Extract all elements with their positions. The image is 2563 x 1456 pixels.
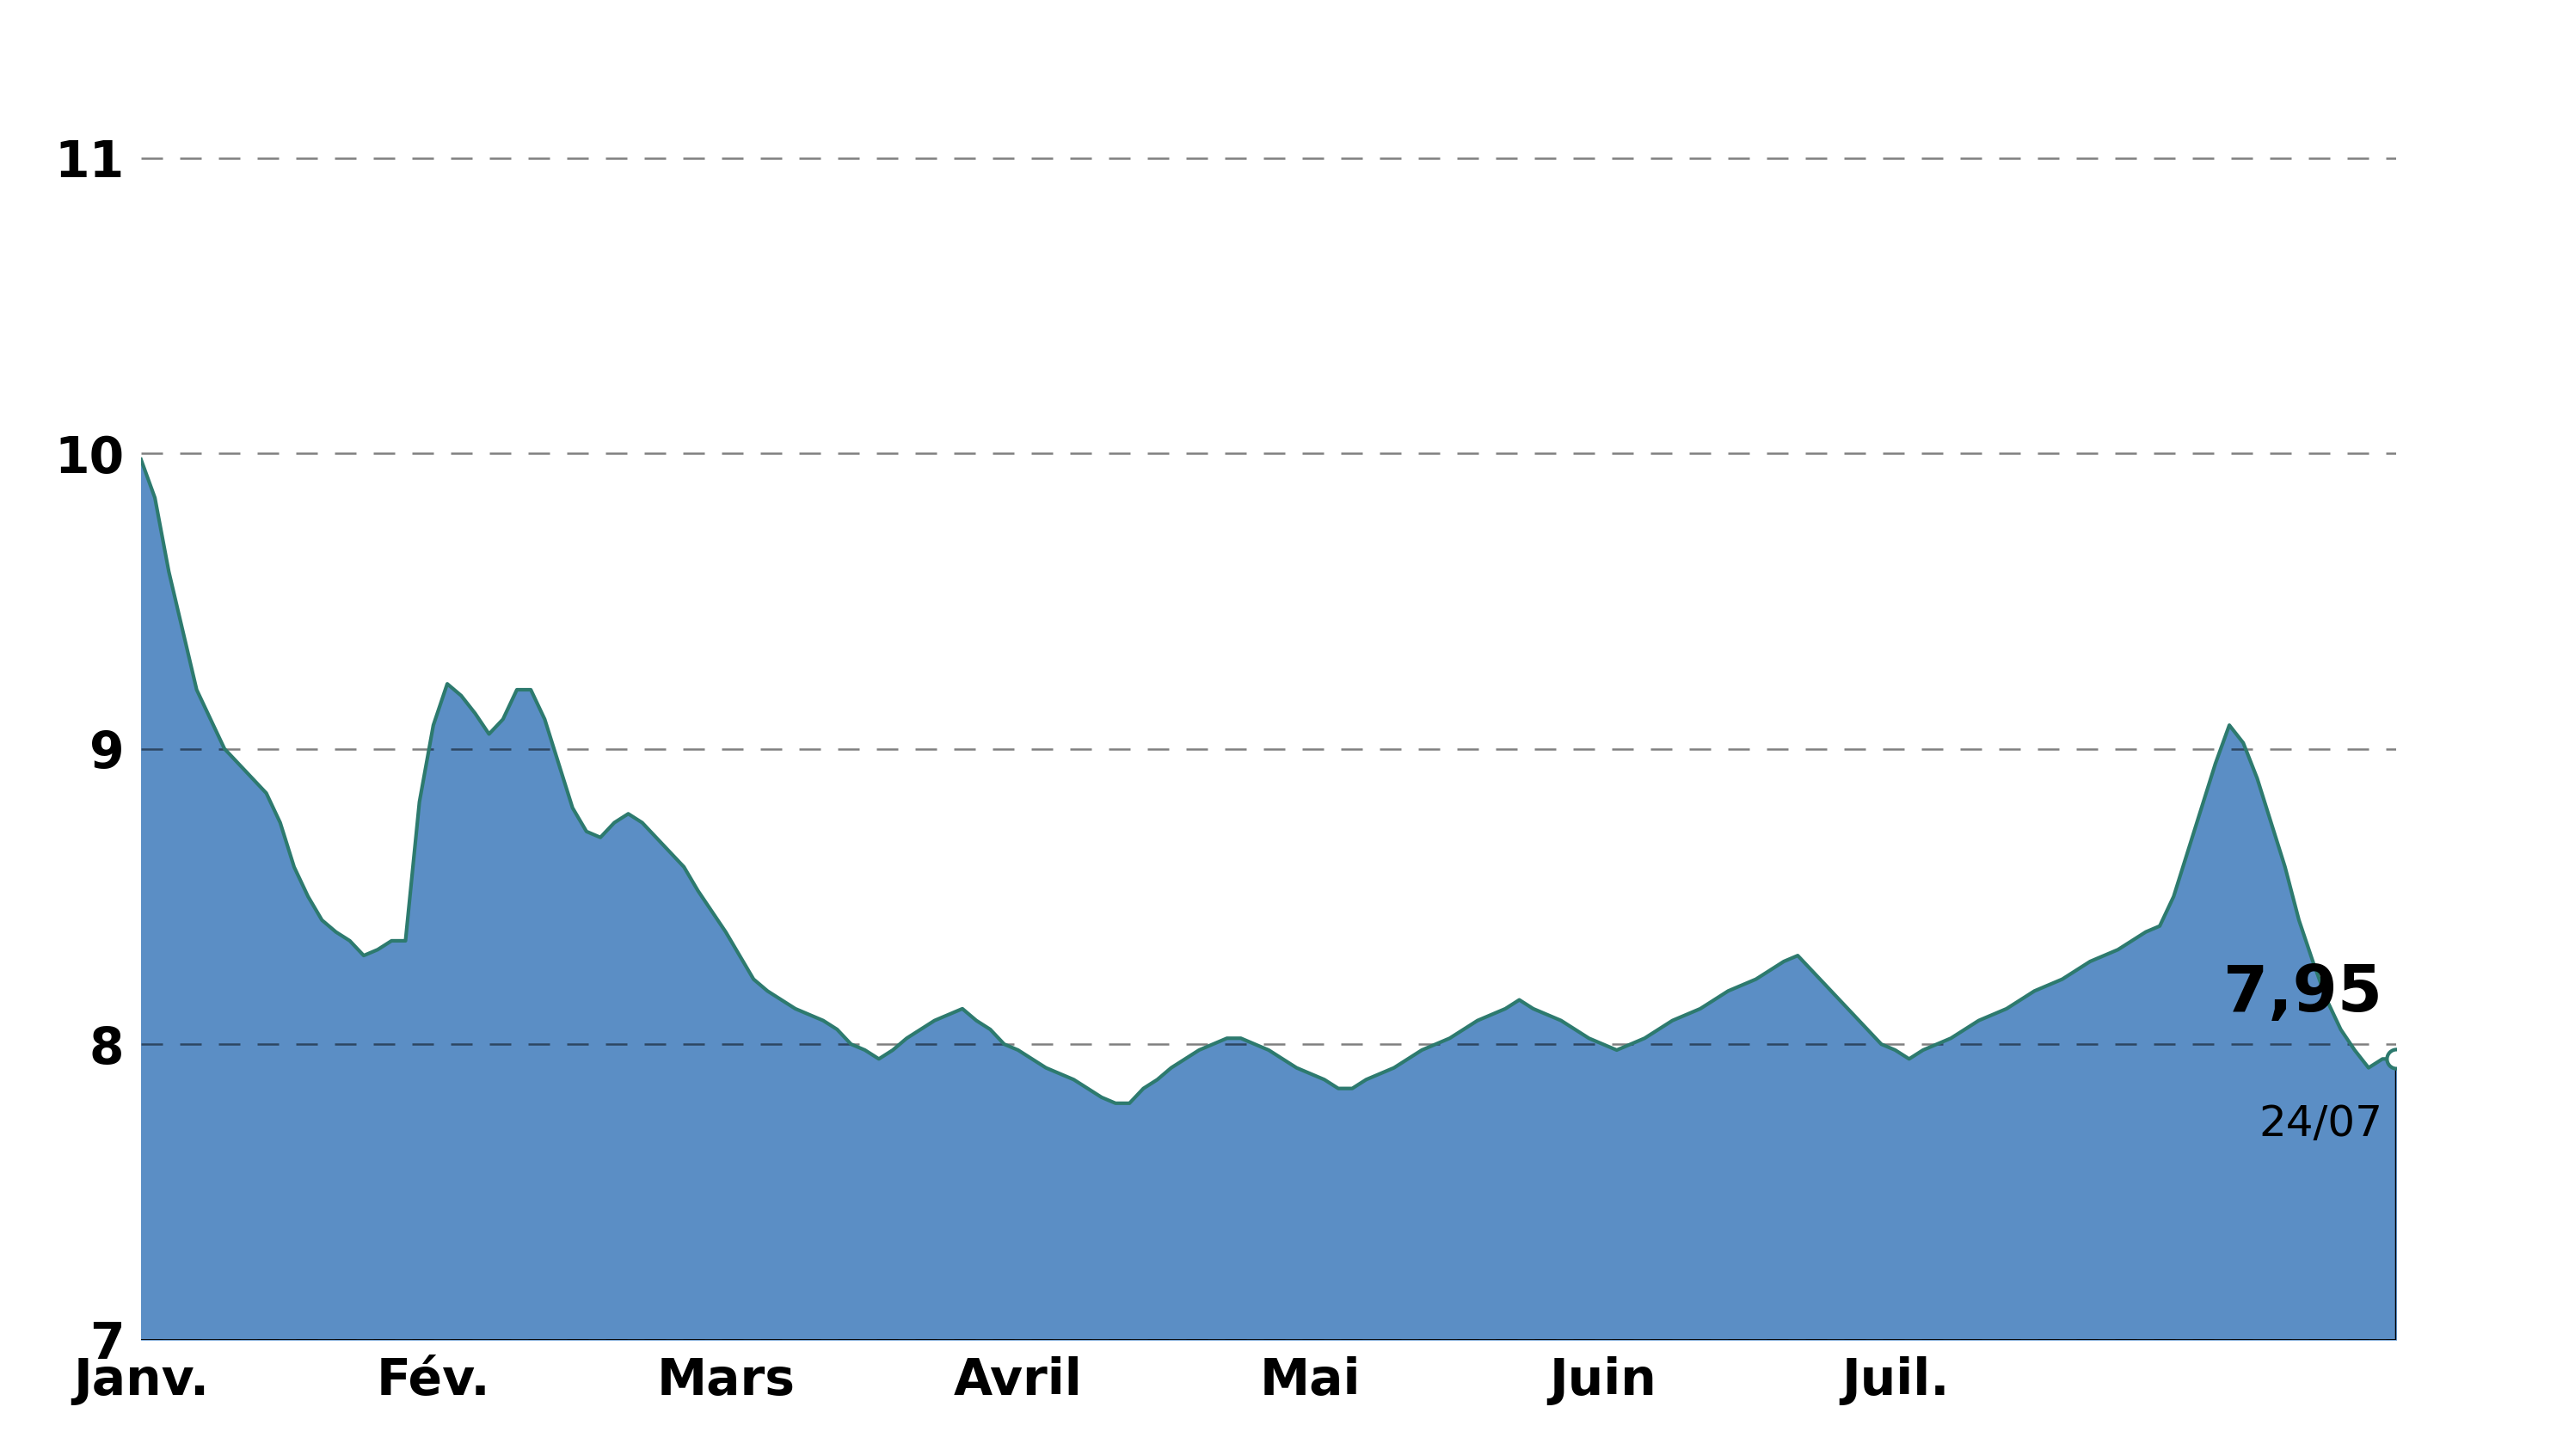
Text: 7,95: 7,95 [2222, 962, 2384, 1025]
Text: 24/07: 24/07 [2258, 1104, 2384, 1144]
Text: LPKF Laser & Electronics SE: LPKF Laser & Electronics SE [602, 3, 1961, 86]
